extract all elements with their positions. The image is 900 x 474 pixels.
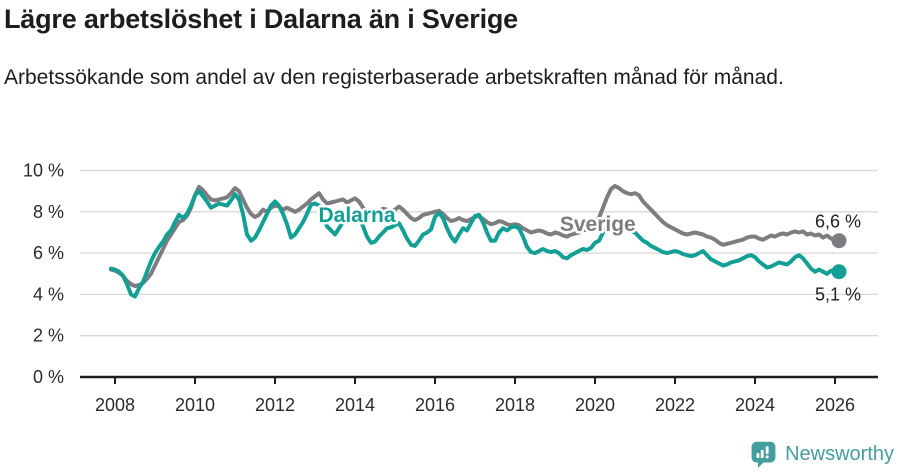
bar-large (760, 449, 764, 458)
y-axis-label: 2 % (33, 326, 64, 346)
x-axis-label: 2022 (655, 395, 695, 415)
page-title: Lägre arbetslöshet i Dalarna än i Sverig… (4, 4, 519, 34)
bar-small (756, 452, 760, 458)
y-axis-label: 10 % (23, 161, 64, 181)
x-axis-label: 2008 (95, 395, 135, 415)
newsworthy-branding[interactable]: Newsworthy (750, 439, 894, 469)
series-end-value-dalarna: 5,1 % (815, 285, 861, 305)
x-axis-label: 2010 (175, 395, 215, 415)
y-axis-label: 0 % (33, 367, 64, 387)
x-axis-label: 2026 (815, 395, 855, 415)
series-end-dot-sverige (831, 233, 847, 249)
exclamation-bar (765, 445, 769, 454)
y-axis-label: 6 % (33, 243, 64, 263)
series-label-sverige: Sverige (560, 213, 636, 236)
newsworthy-chart-bubble-icon (751, 441, 776, 468)
series-label-dalarna: Dalarna (318, 204, 395, 227)
series-end-value-sverige: 6,6 % (815, 212, 861, 232)
chart-subtitle: Arbetssökande som andel av den registerb… (4, 66, 784, 89)
x-axis-label: 2018 (495, 395, 535, 415)
exclamation-dot (765, 454, 769, 458)
x-axis-label: 2024 (735, 395, 775, 415)
brand-name[interactable]: Newsworthy (785, 442, 894, 465)
x-axis-label: 2016 (415, 395, 455, 415)
x-axis-label: 2020 (575, 395, 615, 415)
x-axis-label: 2014 (335, 395, 375, 415)
series-line-sverige (109, 184, 841, 289)
series-end-dot-dalarna (831, 264, 847, 280)
y-axis-label: 8 % (33, 202, 64, 222)
y-axis-label: 4 % (33, 284, 64, 304)
x-axis-label: 2012 (255, 395, 295, 415)
series-line-dalarna (109, 189, 841, 299)
